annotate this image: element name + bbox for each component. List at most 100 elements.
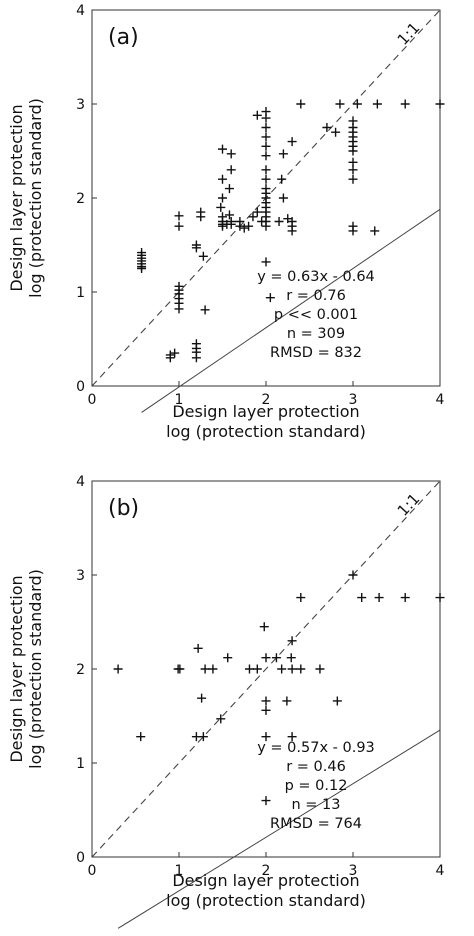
- panel-a-y-axis-label: Design layer protection log (protection …: [7, 98, 45, 298]
- panel-a-data-point: [191, 240, 201, 250]
- panel-b-data-point: [348, 570, 358, 580]
- panel-a-data-point: [261, 257, 271, 267]
- panel-a-data-point: [261, 184, 271, 194]
- panel-b-y-ticks: 0 1 2 3 4: [76, 474, 97, 866]
- panel-a-data-point: [174, 211, 184, 221]
- panel-b-y-axis-label: Design layer protection log (protection …: [7, 569, 45, 769]
- panel-a-stat-rmsd: RMSD = 832: [270, 345, 362, 361]
- panel-a: (a) 1:1 y = 0.63x - 0.64 r = 0.76 p << 0…: [7, 3, 445, 441]
- panel-b: (b) 1:1 y = 0.57x - 0.93 r = 0.46 p = 0.…: [7, 474, 445, 929]
- panel-b-data-point: [208, 664, 218, 674]
- panel-a-data-point: [265, 293, 275, 303]
- panel-b-data-point: [435, 593, 445, 603]
- panel-a-data-point: [287, 137, 297, 147]
- panel-b-data-point: [200, 664, 210, 674]
- panel-a-data-point: [348, 174, 358, 184]
- panel-a-data-point: [218, 193, 227, 203]
- panel-a-data-point: [226, 165, 236, 175]
- panel-b-data-point: [223, 653, 233, 663]
- panel-b-x-tick-label: 0: [88, 863, 97, 879]
- panel-b-y-tick-label: 3: [76, 568, 85, 584]
- panel-b-y-tick-label: 0: [76, 850, 85, 866]
- panel-b-data-point: [261, 653, 271, 663]
- panel-a-data-point: [224, 184, 234, 194]
- panel-b-y-tick-label: 4: [76, 474, 85, 490]
- panel-a-data-point: [331, 127, 341, 137]
- panel-b-stat-equation: y = 0.57x - 0.93: [257, 740, 375, 756]
- panel-a-ylabel-line2: log (protection standard): [26, 98, 45, 298]
- panel-a-data-point: [252, 207, 262, 217]
- panel-a-data-point: [248, 212, 258, 222]
- panel-b-data-point: [296, 664, 306, 674]
- panel-a-data-point: [235, 217, 245, 226]
- panel-a-data-point: [348, 165, 358, 175]
- panel-a-x-ticks: 0 1 2 3 4: [88, 381, 445, 408]
- panel-b-data-point: [400, 593, 410, 603]
- panel-a-stats: y = 0.63x - 0.64 r = 0.76 p << 0.001 n =…: [257, 269, 375, 361]
- panel-b-data-point: [374, 593, 384, 603]
- panel-a-data-point: [252, 110, 262, 120]
- panel-a-data-point: [348, 157, 358, 167]
- panel-a-data-point: [196, 207, 206, 217]
- panel-a-stat-n: n = 309: [287, 326, 345, 342]
- panel-a-y-tick-label: 4: [76, 3, 85, 19]
- panel-a-data-point: [348, 116, 358, 126]
- panel-a-data-point: [218, 174, 227, 184]
- panel-a-plot-area: (a) 1:1 y = 0.63x - 0.64 r = 0.76 p << 0…: [76, 3, 445, 413]
- panel-a-data-point: [261, 165, 271, 175]
- panel-a-data-point: [191, 339, 201, 349]
- panel-a-data-point: [218, 144, 227, 154]
- panel-b-plot-area: (b) 1:1 y = 0.57x - 0.93 r = 0.46 p = 0.…: [76, 474, 445, 929]
- panel-b-ylabel-line2: log (protection standard): [26, 569, 45, 769]
- panel-b-marks: [91, 480, 445, 929]
- panel-b-x-tick-label: 3: [349, 863, 358, 879]
- panel-b-xlabel-line2: log (protection standard): [166, 891, 366, 910]
- panel-b-data-point: [261, 705, 271, 715]
- panel-b-data-point: [277, 664, 287, 674]
- panel-a-data-point: [261, 151, 271, 161]
- panel-a-stat-equation: y = 0.63x - 0.64: [257, 269, 375, 285]
- panel-b-xlabel-line1: Design layer protection: [172, 871, 359, 890]
- panel-a-x-tick-label: 2: [262, 392, 271, 408]
- panel-a-data-point: [278, 149, 288, 159]
- panel-a-stat-p: p << 0.001: [274, 307, 358, 323]
- panel-b-y-tick-label: 1: [76, 756, 85, 772]
- panel-a-data-point: [198, 251, 208, 261]
- panel-a-data-point: [277, 174, 287, 184]
- panel-b-x-ticks: 0 1 2 3 4: [88, 852, 445, 879]
- panel-a-xlabel-line2: log (protection standard): [166, 422, 366, 441]
- panel-b-stat-n: n = 13: [291, 797, 340, 813]
- panel-a-y-tick-label: 3: [76, 97, 85, 113]
- panel-a-data-point: [216, 202, 226, 212]
- panel-b-y-tick-label: 2: [76, 662, 85, 678]
- panel-a-data-point: [174, 281, 184, 291]
- panel-b-data-point: [287, 732, 297, 742]
- panel-a-data-point: [244, 221, 254, 231]
- panel-b-ylabel-line1: Design layer protection: [7, 575, 26, 762]
- panel-a-data-point: [137, 248, 147, 258]
- panel-a-data-point: [274, 217, 284, 226]
- panel-b-data-point: [357, 593, 367, 603]
- panel-a-data-point: [335, 99, 345, 109]
- panel-a-x-tick-label: 0: [88, 392, 97, 408]
- panel-a-data-point: [261, 132, 271, 142]
- panel-b-data-point: [261, 696, 271, 706]
- panel-b-data-point: [287, 664, 297, 674]
- panel-b-data-point: [216, 714, 226, 724]
- panel-b-data-point: [136, 732, 146, 742]
- panel-b-data-point: [259, 622, 269, 632]
- panel-a-ylabel-line1: Design layer protection: [7, 104, 26, 291]
- panel-a-y-tick-label: 0: [76, 379, 85, 395]
- panel-a-data-point: [224, 210, 234, 220]
- panel-b-stat-rmsd: RMSD = 764: [270, 816, 362, 832]
- panel-a-y-ticks: 0 1 2 3 4: [76, 3, 97, 395]
- panel-b-data-point: [287, 636, 297, 646]
- panel-a-data-point: [322, 123, 332, 132]
- panel-a-data-point: [348, 226, 358, 236]
- panel-a-identity-label: 1:1: [394, 19, 424, 49]
- panel-a-data-point: [226, 149, 236, 159]
- panel-a-x-tick-label: 1: [175, 392, 184, 408]
- panel-a-data-point: [226, 217, 236, 226]
- panel-a-data-point: [278, 193, 288, 203]
- panel-a-fit-line: [141, 208, 441, 413]
